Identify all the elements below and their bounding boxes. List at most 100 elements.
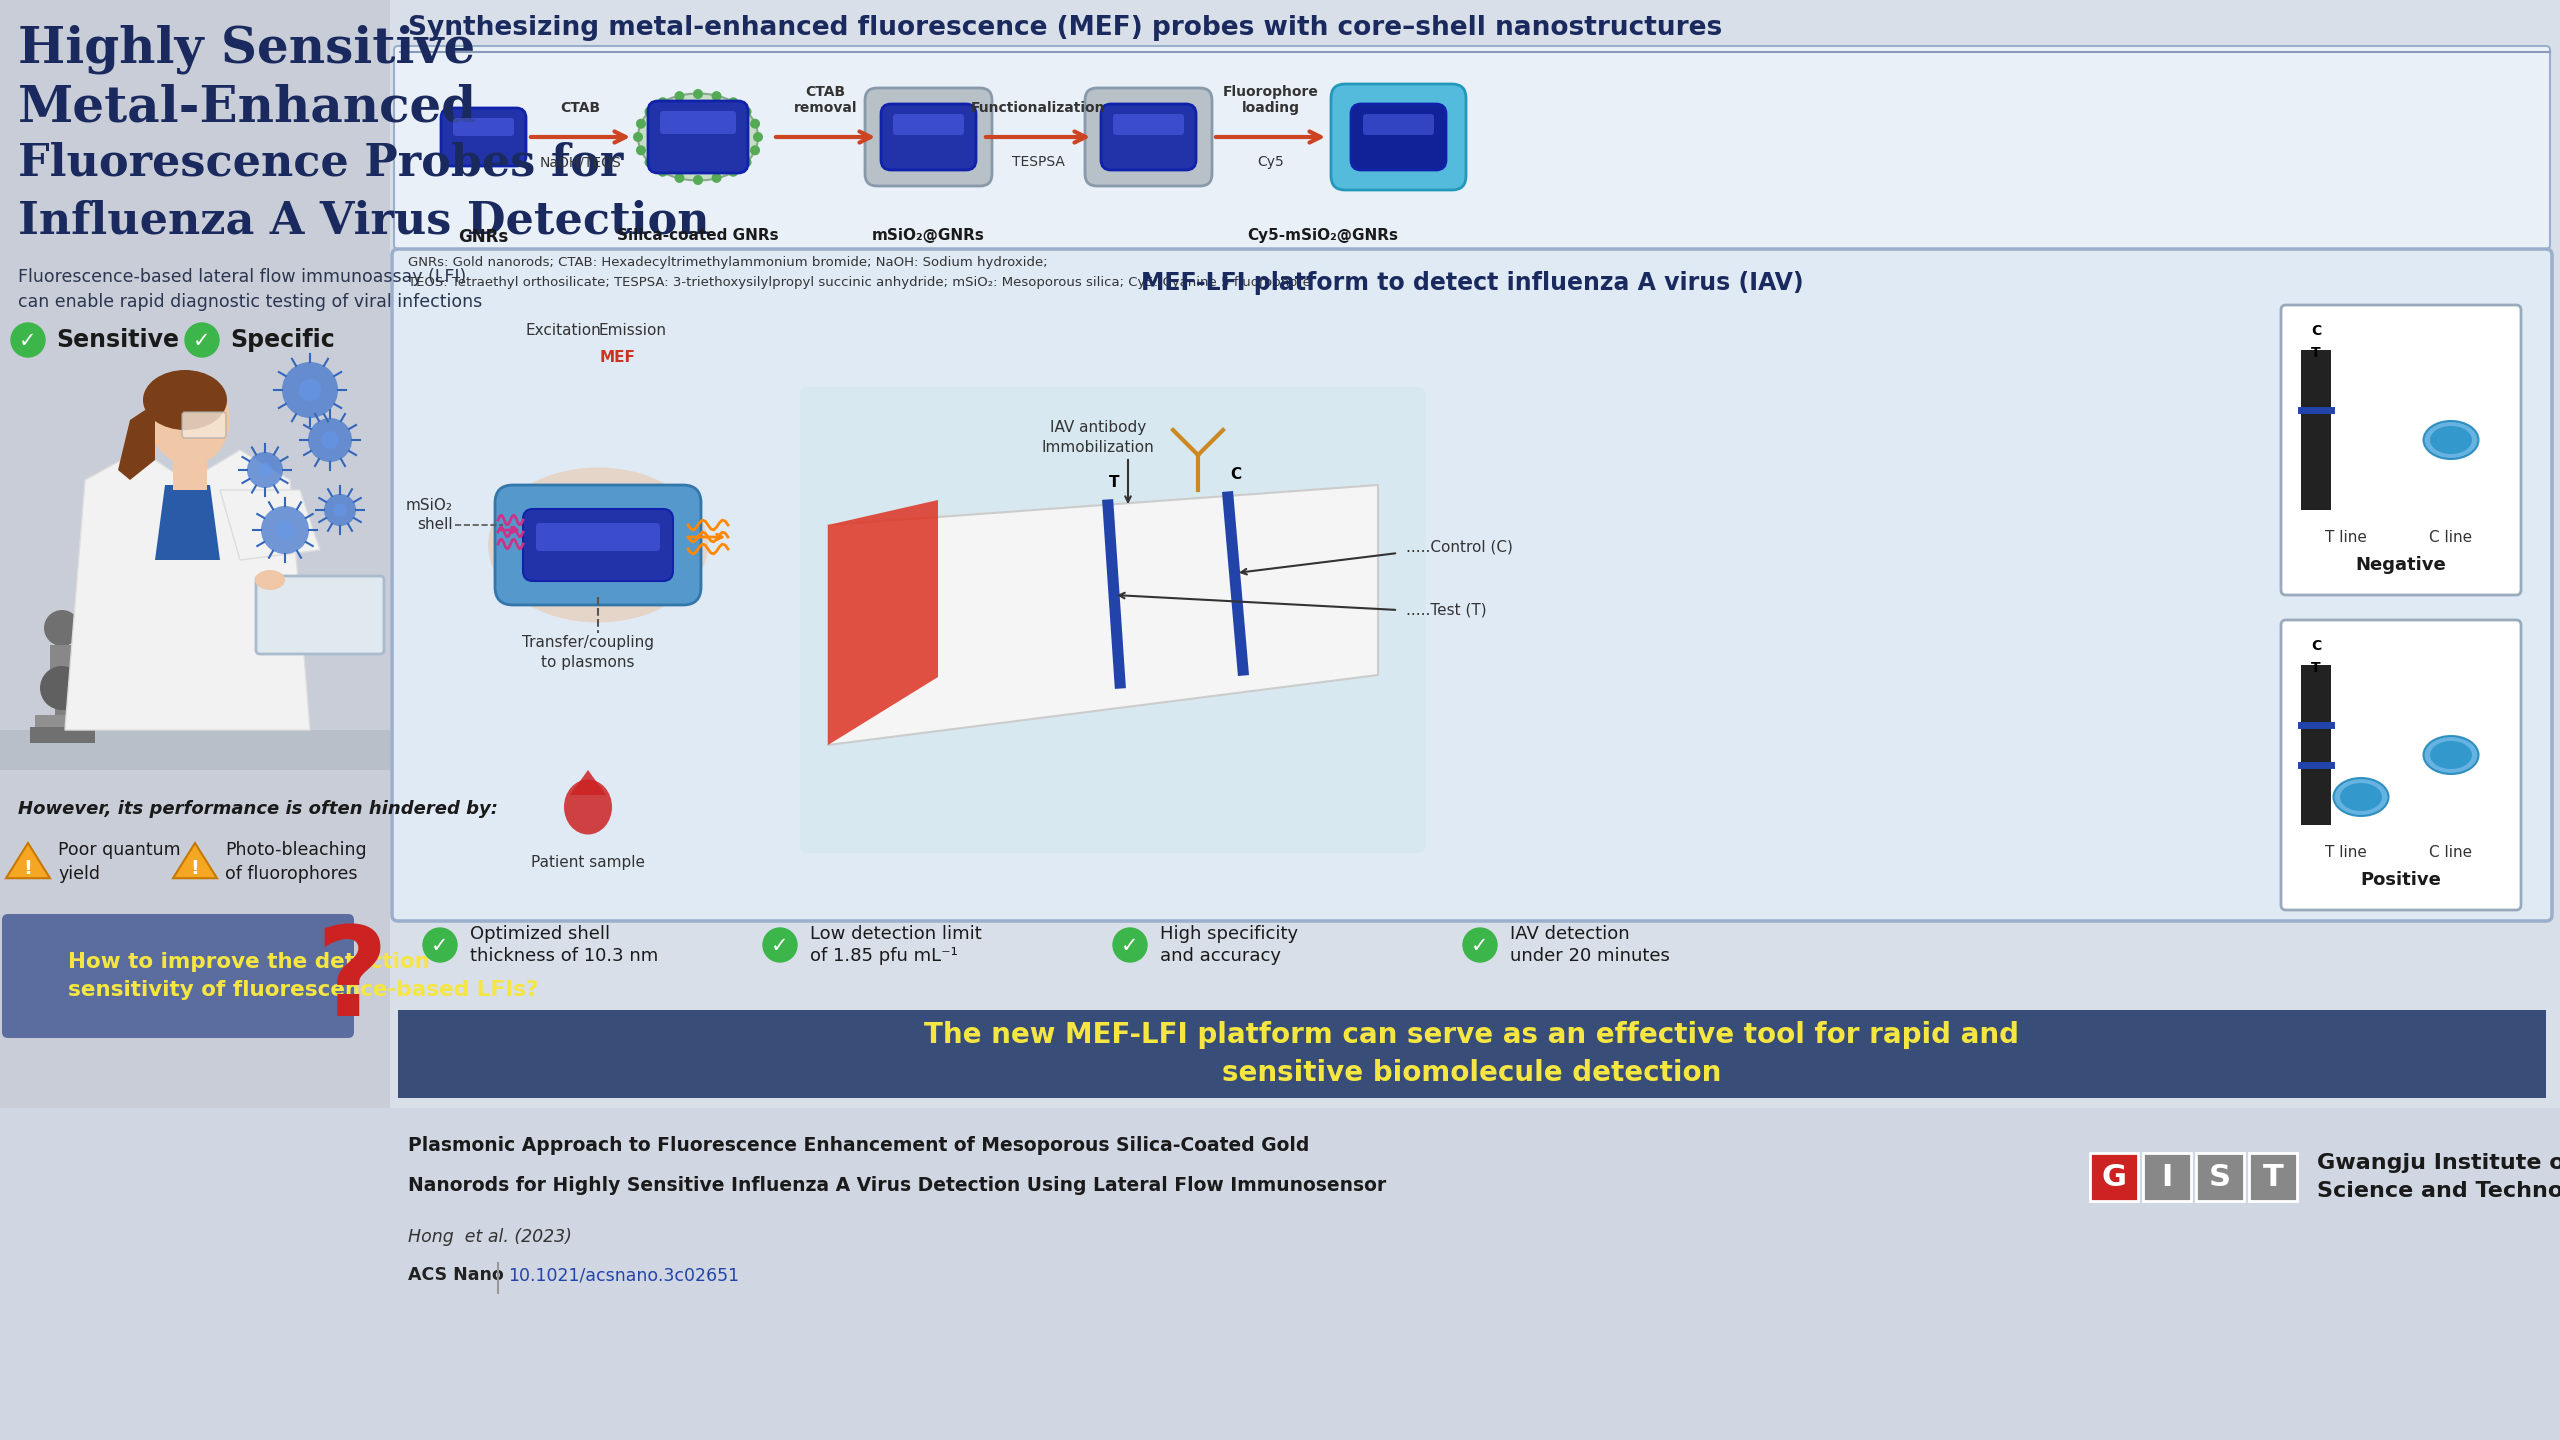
Text: Hong  et al. (2023): Hong et al. (2023)	[407, 1228, 571, 1246]
Text: T: T	[2263, 1162, 2284, 1191]
Text: CTAB
removal: CTAB removal	[794, 85, 858, 115]
Text: ✓: ✓	[771, 936, 788, 956]
FancyBboxPatch shape	[660, 111, 737, 134]
Text: Plasmonic Approach to Fluorescence Enhancement of Mesoporous Silica-Coated Gold: Plasmonic Approach to Fluorescence Enhan…	[407, 1136, 1308, 1155]
Text: Cy5-mSiO₂@GNRs: Cy5-mSiO₂@GNRs	[1247, 228, 1398, 243]
FancyBboxPatch shape	[1114, 114, 1183, 135]
Bar	[36, 716, 90, 727]
Text: Transfer/coupling
to plasmons: Transfer/coupling to plasmons	[522, 635, 653, 670]
Text: Metal-Enhanced: Metal-Enhanced	[18, 84, 476, 132]
Circle shape	[259, 462, 271, 477]
Text: Poor quantum
yield: Poor quantum yield	[59, 841, 182, 883]
Circle shape	[320, 431, 338, 449]
Text: Photo-bleaching
of fluorophores: Photo-bleaching of fluorophores	[225, 841, 366, 883]
Ellipse shape	[143, 370, 228, 431]
Text: The new MEF-LFI platform can serve as an effective tool for rapid and
sensitive : The new MEF-LFI platform can serve as an…	[924, 1021, 2020, 1087]
Text: ✓: ✓	[430, 936, 448, 956]
Circle shape	[727, 98, 737, 107]
Bar	[54, 621, 69, 730]
Text: T: T	[2312, 661, 2322, 675]
Text: C line: C line	[2429, 530, 2473, 544]
Text: .....Control (C): .....Control (C)	[1405, 540, 1513, 554]
Text: ✓: ✓	[20, 331, 36, 351]
FancyBboxPatch shape	[2281, 305, 2522, 595]
Ellipse shape	[563, 779, 612, 835]
Circle shape	[276, 520, 294, 540]
Circle shape	[645, 157, 655, 167]
Text: Nanorods for Highly Sensitive Influenza A Virus Detection Using Lateral Flow Imm: Nanorods for Highly Sensitive Influenza …	[407, 1176, 1388, 1195]
Polygon shape	[220, 490, 320, 560]
Circle shape	[246, 452, 284, 488]
Text: I: I	[2161, 1162, 2173, 1191]
Polygon shape	[118, 410, 156, 480]
FancyBboxPatch shape	[1352, 104, 1446, 170]
Text: High specificity
and accuracy: High specificity and accuracy	[1160, 924, 1298, 965]
Bar	[2196, 1153, 2245, 1201]
Ellipse shape	[2429, 742, 2473, 769]
Text: MEF-LFI platform to detect influenza A virus (IAV): MEF-LFI platform to detect influenza A v…	[1142, 271, 1802, 295]
Circle shape	[184, 323, 220, 357]
Circle shape	[694, 176, 704, 184]
Circle shape	[673, 91, 684, 101]
Ellipse shape	[637, 94, 758, 180]
Text: NaOH/TEOS: NaOH/TEOS	[540, 156, 622, 168]
FancyBboxPatch shape	[865, 88, 993, 186]
Circle shape	[44, 611, 79, 647]
Text: Excitation: Excitation	[525, 323, 602, 338]
Text: .....Test (T): .....Test (T)	[1405, 602, 1487, 618]
Text: Functionalization: Functionalization	[970, 101, 1106, 115]
FancyBboxPatch shape	[1362, 114, 1434, 135]
Bar	[2089, 1153, 2138, 1201]
Polygon shape	[827, 485, 1377, 744]
Polygon shape	[156, 485, 220, 560]
Text: ✓: ✓	[192, 331, 210, 351]
FancyBboxPatch shape	[256, 576, 384, 654]
Text: How to improve the detection
sensitivity of fluorescence-based LFIs?: How to improve the detection sensitivity…	[69, 952, 538, 999]
Text: TESPSA: TESPSA	[1011, 156, 1065, 168]
Circle shape	[658, 167, 668, 177]
Text: T: T	[2312, 346, 2322, 360]
Text: GNRs: GNRs	[458, 228, 507, 246]
Circle shape	[1462, 927, 1498, 962]
Circle shape	[750, 145, 760, 156]
Circle shape	[645, 107, 655, 117]
Text: Low detection limit
of 1.85 pfu mL⁻¹: Low detection limit of 1.85 pfu mL⁻¹	[809, 924, 980, 965]
Circle shape	[742, 107, 753, 117]
Text: TEOS: Tetraethyl orthosilicate; TESPSA: 3-triethoxysilylpropyl succinic anhydrid: TEOS: Tetraethyl orthosilicate; TESPSA: …	[407, 276, 1311, 289]
Text: Negative: Negative	[2355, 556, 2447, 575]
FancyBboxPatch shape	[440, 108, 525, 166]
FancyBboxPatch shape	[394, 46, 2550, 249]
Circle shape	[763, 927, 796, 962]
Ellipse shape	[2424, 736, 2478, 775]
Circle shape	[712, 91, 722, 101]
FancyBboxPatch shape	[392, 249, 2552, 922]
Bar	[174, 455, 207, 490]
Text: Influenza A Virus Detection: Influenza A Virus Detection	[18, 199, 709, 242]
Text: ?: ?	[315, 922, 389, 1043]
FancyBboxPatch shape	[1085, 88, 1211, 186]
Text: Gwangju Institute of
Science and Technology: Gwangju Institute of Science and Technol…	[2317, 1153, 2560, 1201]
FancyBboxPatch shape	[182, 412, 225, 438]
Bar	[0, 1107, 2560, 1440]
Text: mSiO₂@GNRs: mSiO₂@GNRs	[870, 228, 986, 243]
Polygon shape	[174, 842, 218, 878]
Text: Emission: Emission	[599, 323, 668, 338]
Text: ACS Nano: ACS Nano	[407, 1266, 504, 1284]
Bar	[2143, 1153, 2191, 1201]
Circle shape	[727, 167, 737, 177]
Ellipse shape	[151, 374, 230, 465]
Text: Sensitive: Sensitive	[56, 328, 179, 351]
Polygon shape	[827, 500, 937, 744]
Circle shape	[750, 118, 760, 128]
Text: IAV detection
under 20 minutes: IAV detection under 20 minutes	[1510, 924, 1669, 965]
Ellipse shape	[2335, 778, 2388, 816]
Text: S: S	[2209, 1162, 2230, 1191]
Text: GNRs: Gold nanorods; CTAB: Hexadecyltrimethylammonium bromide; NaOH: Sodium hydr: GNRs: Gold nanorods; CTAB: Hexadecyltrim…	[407, 256, 1047, 269]
FancyBboxPatch shape	[648, 101, 748, 173]
Ellipse shape	[2424, 420, 2478, 459]
Text: Fluorescence Probes for: Fluorescence Probes for	[18, 141, 622, 184]
Circle shape	[742, 157, 753, 167]
Bar	[389, 0, 2560, 1440]
Text: Silica-coated GNRs: Silica-coated GNRs	[617, 228, 778, 243]
Polygon shape	[64, 449, 310, 730]
